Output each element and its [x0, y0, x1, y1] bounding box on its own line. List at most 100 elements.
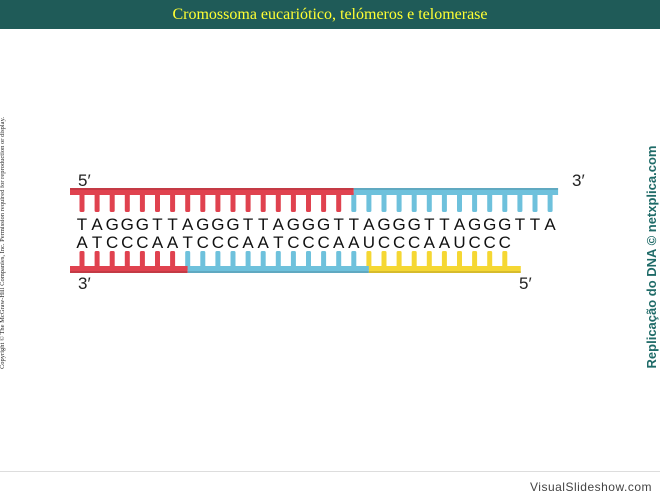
top-rung [426, 193, 432, 212]
bottom-base: C [287, 233, 299, 252]
top-base: G [392, 215, 405, 234]
bottom-base: C [212, 233, 224, 252]
top-base: T [530, 215, 540, 234]
top-base: A [182, 215, 194, 234]
bottom-base: T [92, 233, 102, 252]
bottom-backbone-bar [70, 266, 188, 273]
bottom-rung [124, 251, 130, 270]
top-rung [94, 193, 100, 212]
top-strand-3prime-label: 3′ [572, 171, 585, 190]
top-rung [396, 193, 402, 212]
bottom-rung [457, 251, 462, 270]
top-rung [457, 193, 462, 212]
top-rung [155, 193, 160, 212]
bottom-rung [79, 251, 85, 270]
bottom-base: C [197, 233, 209, 252]
bottom-rung [336, 251, 342, 270]
top-rung [170, 193, 176, 212]
top-base: G [468, 215, 481, 234]
top-base: T [152, 215, 162, 234]
bottom-backbone-segment [70, 266, 188, 273]
bottom-base: C [136, 233, 148, 252]
top-rung [124, 193, 130, 212]
bottom-base: C [393, 233, 405, 252]
top-base: A [363, 215, 375, 234]
bottom-base: C [499, 233, 511, 252]
top-backbone-bar [70, 188, 354, 195]
top-rung [215, 193, 221, 212]
bottom-base: C [106, 233, 118, 252]
top-rung [200, 193, 206, 212]
bottom-base: C [408, 233, 420, 252]
bottom-backbone-bar [187, 266, 369, 273]
top-base: G [196, 215, 209, 234]
top-base: G [136, 215, 149, 234]
footer-divider [0, 471, 660, 472]
bottom-base: C [317, 233, 329, 252]
top-base: G [287, 215, 300, 234]
top-rung [547, 193, 553, 212]
bottom-base: A [167, 233, 179, 252]
top-rung [441, 193, 447, 212]
bottom-base: A [424, 233, 436, 252]
bottom-rung [411, 251, 417, 270]
top-rung [109, 193, 115, 212]
bottom-strand-3prime-label: 3′ [78, 274, 91, 293]
top-base: G [302, 215, 315, 234]
bottom-base: C [227, 233, 239, 252]
top-base: A [91, 215, 103, 234]
bottom-base: A [258, 233, 270, 252]
top-rung [290, 193, 296, 212]
bottom-base: C [121, 233, 133, 252]
bottom-rung [185, 251, 191, 270]
top-base: G [483, 215, 496, 234]
bottom-rung [170, 251, 176, 270]
top-base: G [211, 215, 224, 234]
bottom-base: A [152, 233, 164, 252]
bottom-backbone-bar [368, 266, 521, 273]
bottom-rung [396, 251, 402, 270]
top-backbone-shade [353, 188, 559, 190]
bottom-strand-rungs [79, 251, 508, 270]
bottom-rung [321, 251, 327, 270]
bottom-rung [245, 251, 251, 270]
title-bar: Cromossoma eucariótico, telómeros e telo… [0, 0, 660, 29]
bottom-base: A [348, 233, 360, 252]
top-rung [336, 193, 342, 212]
bottom-backbone-segment [368, 266, 521, 273]
top-rung [185, 193, 191, 212]
bottom-rung [94, 251, 100, 270]
top-base: G [121, 215, 134, 234]
bottom-base: A [76, 233, 88, 252]
top-rung [381, 193, 387, 212]
top-rung [79, 193, 85, 212]
top-rung [245, 193, 251, 212]
top-base: T [258, 215, 268, 234]
top-base: G [317, 215, 330, 234]
bottom-rung [155, 251, 160, 270]
top-backbone-segment [353, 188, 559, 195]
top-rung [517, 193, 523, 212]
bottom-rung [260, 251, 266, 270]
bottom-base: A [439, 233, 451, 252]
bottom-base: C [484, 233, 496, 252]
top-rung [306, 193, 311, 212]
top-base: A [544, 215, 556, 234]
bottom-base: T [183, 233, 193, 252]
bottom-base: U [363, 233, 375, 252]
bottom-rung [215, 251, 221, 270]
top-rung [230, 193, 236, 212]
top-base: G [498, 215, 511, 234]
bottom-strand-5prime-label: 5′ [519, 274, 532, 293]
top-rung [321, 193, 327, 212]
top-base: G [377, 215, 390, 234]
bottom-base: C [302, 233, 314, 252]
top-strand-5prime-label: 5′ [78, 171, 91, 190]
top-backbone-shade [70, 188, 354, 190]
bottom-rung [381, 251, 387, 270]
bottom-backbone-shade [70, 271, 188, 273]
bottom-rung [139, 251, 145, 270]
